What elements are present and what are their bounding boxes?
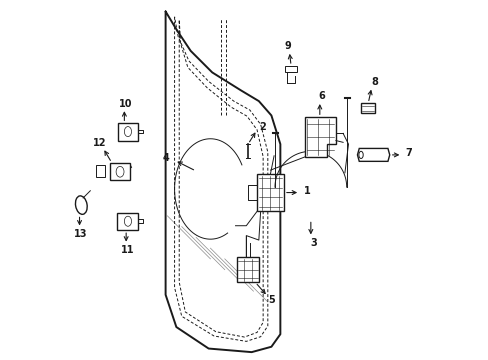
FancyBboxPatch shape: [117, 213, 138, 230]
FancyBboxPatch shape: [118, 123, 137, 140]
Text: 6: 6: [318, 91, 325, 101]
Text: 8: 8: [370, 77, 377, 87]
Text: 3: 3: [310, 238, 316, 248]
FancyBboxPatch shape: [96, 165, 104, 177]
FancyBboxPatch shape: [237, 257, 259, 282]
Text: 9: 9: [285, 41, 291, 51]
FancyBboxPatch shape: [361, 103, 374, 113]
Text: 13: 13: [74, 229, 87, 239]
Text: 7: 7: [405, 148, 412, 158]
Polygon shape: [357, 148, 389, 161]
Text: 11: 11: [120, 245, 134, 255]
Text: 1: 1: [303, 186, 310, 196]
Text: 5: 5: [267, 295, 274, 305]
Text: 4: 4: [162, 153, 169, 163]
FancyBboxPatch shape: [284, 66, 297, 72]
FancyBboxPatch shape: [110, 163, 129, 180]
Polygon shape: [305, 117, 335, 157]
Text: 10: 10: [119, 99, 133, 109]
Text: 2: 2: [258, 122, 265, 132]
FancyBboxPatch shape: [257, 174, 284, 211]
Text: 12: 12: [93, 138, 106, 148]
